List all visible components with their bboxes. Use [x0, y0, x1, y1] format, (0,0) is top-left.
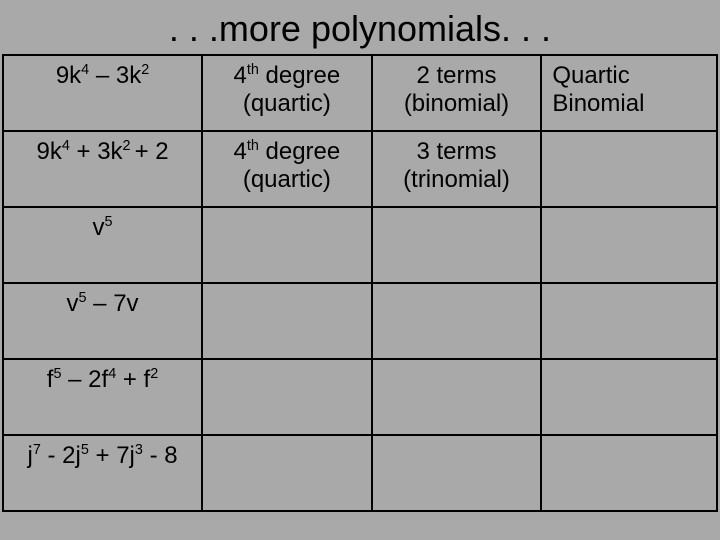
poly-cell: 9k4 + 3k2 + 2 [3, 131, 202, 207]
poly-cell: 9k4 – 3k2 [3, 55, 202, 131]
degree-cell [202, 435, 372, 511]
name-cell: Quartic Binomial [541, 55, 717, 131]
terms-cell [372, 283, 542, 359]
degree-cell: 4th degree (quartic) [202, 55, 372, 131]
name-cell [541, 207, 717, 283]
terms-cell [372, 435, 542, 511]
name-cell [541, 283, 717, 359]
table-row: v5 [3, 207, 717, 283]
poly-cell: j7 - 2j5 + 7j3 - 8 [3, 435, 202, 511]
table-row: 9k4 – 3k2 4th degree (quartic) 2 terms (… [3, 55, 717, 131]
degree-cell: 4th degree (quartic) [202, 131, 372, 207]
degree-cell [202, 283, 372, 359]
polynomials-table: 9k4 – 3k2 4th degree (quartic) 2 terms (… [2, 54, 718, 512]
degree-cell [202, 359, 372, 435]
poly-cell: f5 – 2f4 + f2 [3, 359, 202, 435]
terms-cell: 2 terms (binomial) [372, 55, 542, 131]
table-row: f5 – 2f4 + f2 [3, 359, 717, 435]
terms-cell [372, 359, 542, 435]
name-cell [541, 435, 717, 511]
poly-cell: v5 [3, 207, 202, 283]
name-cell [541, 359, 717, 435]
name-cell [541, 131, 717, 207]
table-row: j7 - 2j5 + 7j3 - 8 [3, 435, 717, 511]
poly-cell: v5 – 7v [3, 283, 202, 359]
table-row: 9k4 + 3k2 + 2 4th degree (quartic) 3 ter… [3, 131, 717, 207]
terms-cell: 3 terms (trinomial) [372, 131, 542, 207]
page-title: . . .more polynomials. . . [0, 0, 720, 54]
terms-cell [372, 207, 542, 283]
table-row: v5 – 7v [3, 283, 717, 359]
degree-cell [202, 207, 372, 283]
